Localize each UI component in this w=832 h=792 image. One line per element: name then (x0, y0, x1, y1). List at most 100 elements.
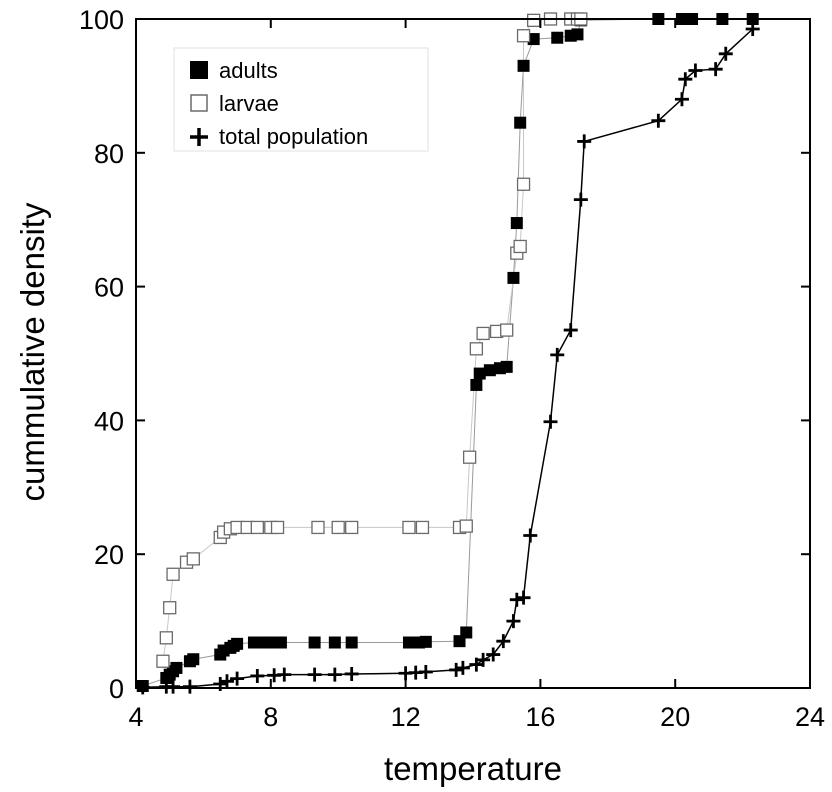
total-population-point (496, 634, 511, 649)
adults-point (419, 635, 432, 648)
larvae-point (500, 323, 514, 337)
larvae-point (331, 520, 345, 535)
x-ticks: 4 8 12 16 20 24 (128, 19, 825, 732)
adults-point (470, 378, 483, 391)
total-population-point (651, 113, 666, 128)
larvae-point (159, 631, 173, 645)
total-population-point (577, 134, 592, 149)
total-population-point (563, 323, 578, 338)
total-population-point (182, 679, 197, 694)
adults-point (402, 636, 415, 649)
total-population-point (250, 668, 265, 683)
larvae-point (345, 520, 359, 535)
y-tick-label: 40 (94, 406, 124, 436)
total-population-point (674, 92, 689, 107)
adults-point (247, 636, 260, 649)
total-population-point (455, 660, 470, 675)
total-population-point (449, 662, 464, 677)
x-tick-label: 12 (391, 702, 421, 732)
larvae-point (270, 520, 285, 535)
adults-point (328, 636, 341, 649)
adults-point (264, 636, 277, 649)
adults-point (500, 360, 513, 373)
adults-point (517, 59, 530, 72)
y-tick-label: 20 (94, 540, 124, 570)
adults-point (564, 29, 577, 42)
legend-label-total: total population (219, 124, 368, 149)
larvae-point (311, 520, 325, 535)
adults-point (514, 116, 527, 129)
adults-point (345, 636, 358, 649)
total-population-point (516, 590, 531, 605)
total-population-point (307, 667, 322, 682)
larvae-point (166, 567, 180, 581)
x-tick-label: 8 (263, 702, 278, 732)
legend-label-adults: adults (219, 58, 278, 83)
larvae-point (459, 519, 473, 533)
x-tick-label: 20 (660, 702, 690, 732)
total-population-point (509, 592, 524, 607)
total-population-point (344, 666, 359, 681)
larvae-point (513, 239, 527, 254)
adults-point (571, 28, 584, 41)
legend-marker-total (190, 128, 208, 146)
larvae-point (516, 29, 531, 43)
legend-label-larvae: larvae (219, 91, 279, 116)
x-tick-label: 24 (795, 702, 825, 732)
adults-point (551, 31, 564, 44)
total-population-point (745, 22, 760, 37)
legend-box (173, 47, 429, 152)
adults-point (527, 33, 540, 46)
adults-point (460, 626, 473, 639)
larvae-point (415, 520, 430, 535)
x-axis-title: temperature (384, 750, 562, 787)
series-markers (135, 12, 760, 695)
total-population-point (708, 62, 723, 77)
larvae-point (250, 520, 264, 535)
adults-point (274, 636, 287, 649)
total-population-point (523, 528, 538, 543)
total-population-point (573, 192, 588, 207)
y-ticks: 0 20 40 60 80 100 (79, 5, 810, 704)
adults-point (510, 217, 523, 230)
total-population-point (327, 667, 342, 682)
y-tick-label: 0 (109, 674, 124, 704)
adults-point (308, 636, 321, 649)
total-population-point (277, 667, 292, 682)
total-population-point (219, 674, 234, 689)
total-population-point (688, 63, 703, 78)
larvae-point (476, 326, 490, 341)
total-population-point (230, 671, 245, 686)
adults-point (170, 661, 183, 674)
legend-marker-adults (190, 61, 208, 79)
total-population-point (550, 347, 565, 362)
larvae-point (462, 450, 477, 464)
x-tick-label: 4 (128, 702, 143, 732)
legend-marker-larvae (190, 94, 208, 112)
plot-frame (135, 18, 811, 689)
larvae-point (516, 177, 531, 191)
larvae-point (186, 552, 200, 566)
y-axis-title: cummulative density (14, 202, 51, 501)
total-population-point (506, 614, 521, 629)
y-tick-label: 80 (94, 139, 124, 169)
total-population-point (166, 679, 181, 694)
adults-point (473, 367, 486, 380)
larvae-point (402, 520, 416, 535)
total-population-point (476, 652, 491, 667)
x-tick-label: 16 (525, 702, 555, 732)
larvae-point (156, 654, 170, 668)
larvae-point (527, 13, 541, 27)
total-population-point (678, 72, 693, 87)
larvae-point (469, 342, 484, 356)
adults-point (483, 364, 496, 377)
adults-point (507, 271, 520, 284)
y-tick-label: 100 (79, 5, 124, 35)
total-population-point (543, 414, 558, 429)
adults-point (231, 637, 244, 650)
legend: adults larvae total population (173, 47, 429, 152)
y-tick-label: 60 (94, 273, 124, 303)
total-population-point (718, 46, 733, 61)
total-population-point (418, 664, 433, 679)
